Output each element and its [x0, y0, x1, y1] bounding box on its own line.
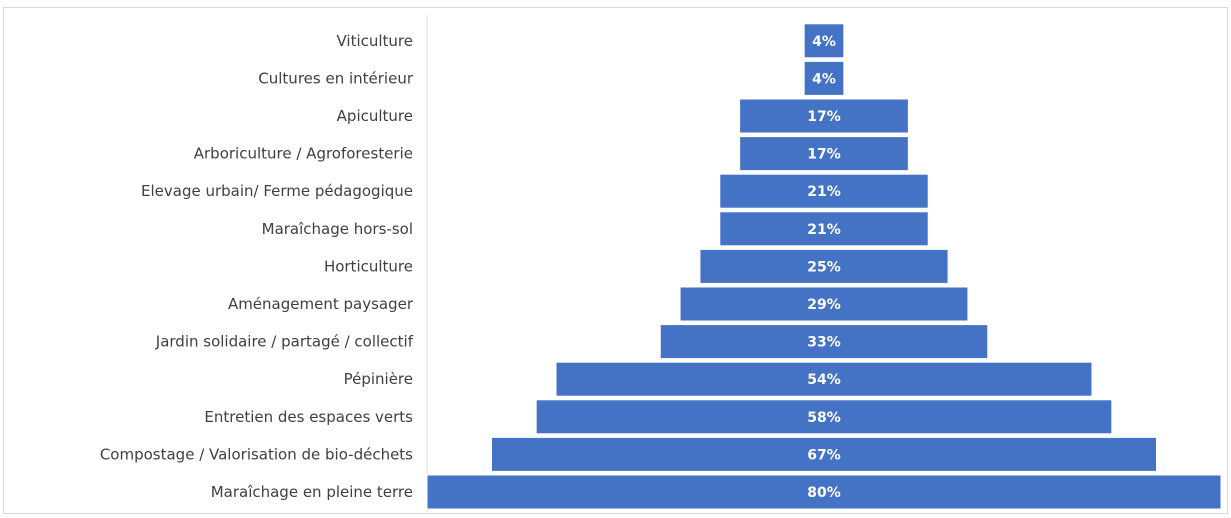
- category-label: Maraîchage hors-sol: [262, 220, 413, 238]
- bar: [739, 98, 909, 134]
- data-label: 80%: [807, 485, 841, 501]
- category-label: Horticulture: [324, 257, 413, 275]
- bar: [555, 361, 1093, 397]
- data-label: 17%: [807, 147, 841, 163]
- category-label: Aménagement paysager: [228, 295, 414, 313]
- bar: [699, 248, 949, 284]
- category-label: Arboriculture / Agroforesterie: [194, 145, 413, 163]
- bar: [719, 173, 929, 209]
- data-label: 67%: [807, 447, 841, 463]
- category-label: Elevage urbain/ Ferme pédagogique: [141, 182, 413, 200]
- category-label: Entretien des espaces verts: [204, 408, 413, 426]
- bar: [679, 286, 969, 322]
- data-label: 54%: [807, 372, 841, 388]
- data-label: 25%: [807, 259, 841, 275]
- data-label: 4%: [812, 71, 836, 87]
- category-label: Pépinière: [344, 370, 413, 388]
- data-label: 21%: [807, 222, 841, 238]
- category-label: Cultures en intérieur: [258, 69, 414, 87]
- bars: [426, 23, 1222, 510]
- category-label: Jardin solidaire / partagé / collectif: [155, 333, 414, 351]
- bar: [535, 399, 1113, 435]
- bar: [803, 23, 845, 59]
- data-label: 21%: [807, 184, 841, 200]
- data-label: 33%: [807, 335, 841, 351]
- data-label: 29%: [807, 297, 841, 313]
- category-labels: Viticulture Cultures en intérieur Apicultu…: [100, 32, 414, 501]
- category-label: Maraîchage en pleine terre: [211, 483, 413, 501]
- category-label: Viticulture: [336, 32, 413, 50]
- category-label: Apiculture: [337, 107, 413, 125]
- bar: [491, 436, 1157, 472]
- bar: [719, 211, 929, 247]
- bar: [659, 324, 989, 360]
- data-labels: 4% 4% 17% 17% 21% 21% 25% 29% 33% 54% 58% 67% 80%: [807, 34, 841, 501]
- data-label: 58%: [807, 410, 841, 426]
- data-label: 4%: [812, 34, 836, 50]
- bar: [803, 60, 845, 96]
- bar: [739, 136, 909, 172]
- bar: [426, 474, 1222, 510]
- category-label: Compostage / Valorisation de bio-déchets: [100, 445, 413, 463]
- data-label: 17%: [807, 109, 841, 125]
